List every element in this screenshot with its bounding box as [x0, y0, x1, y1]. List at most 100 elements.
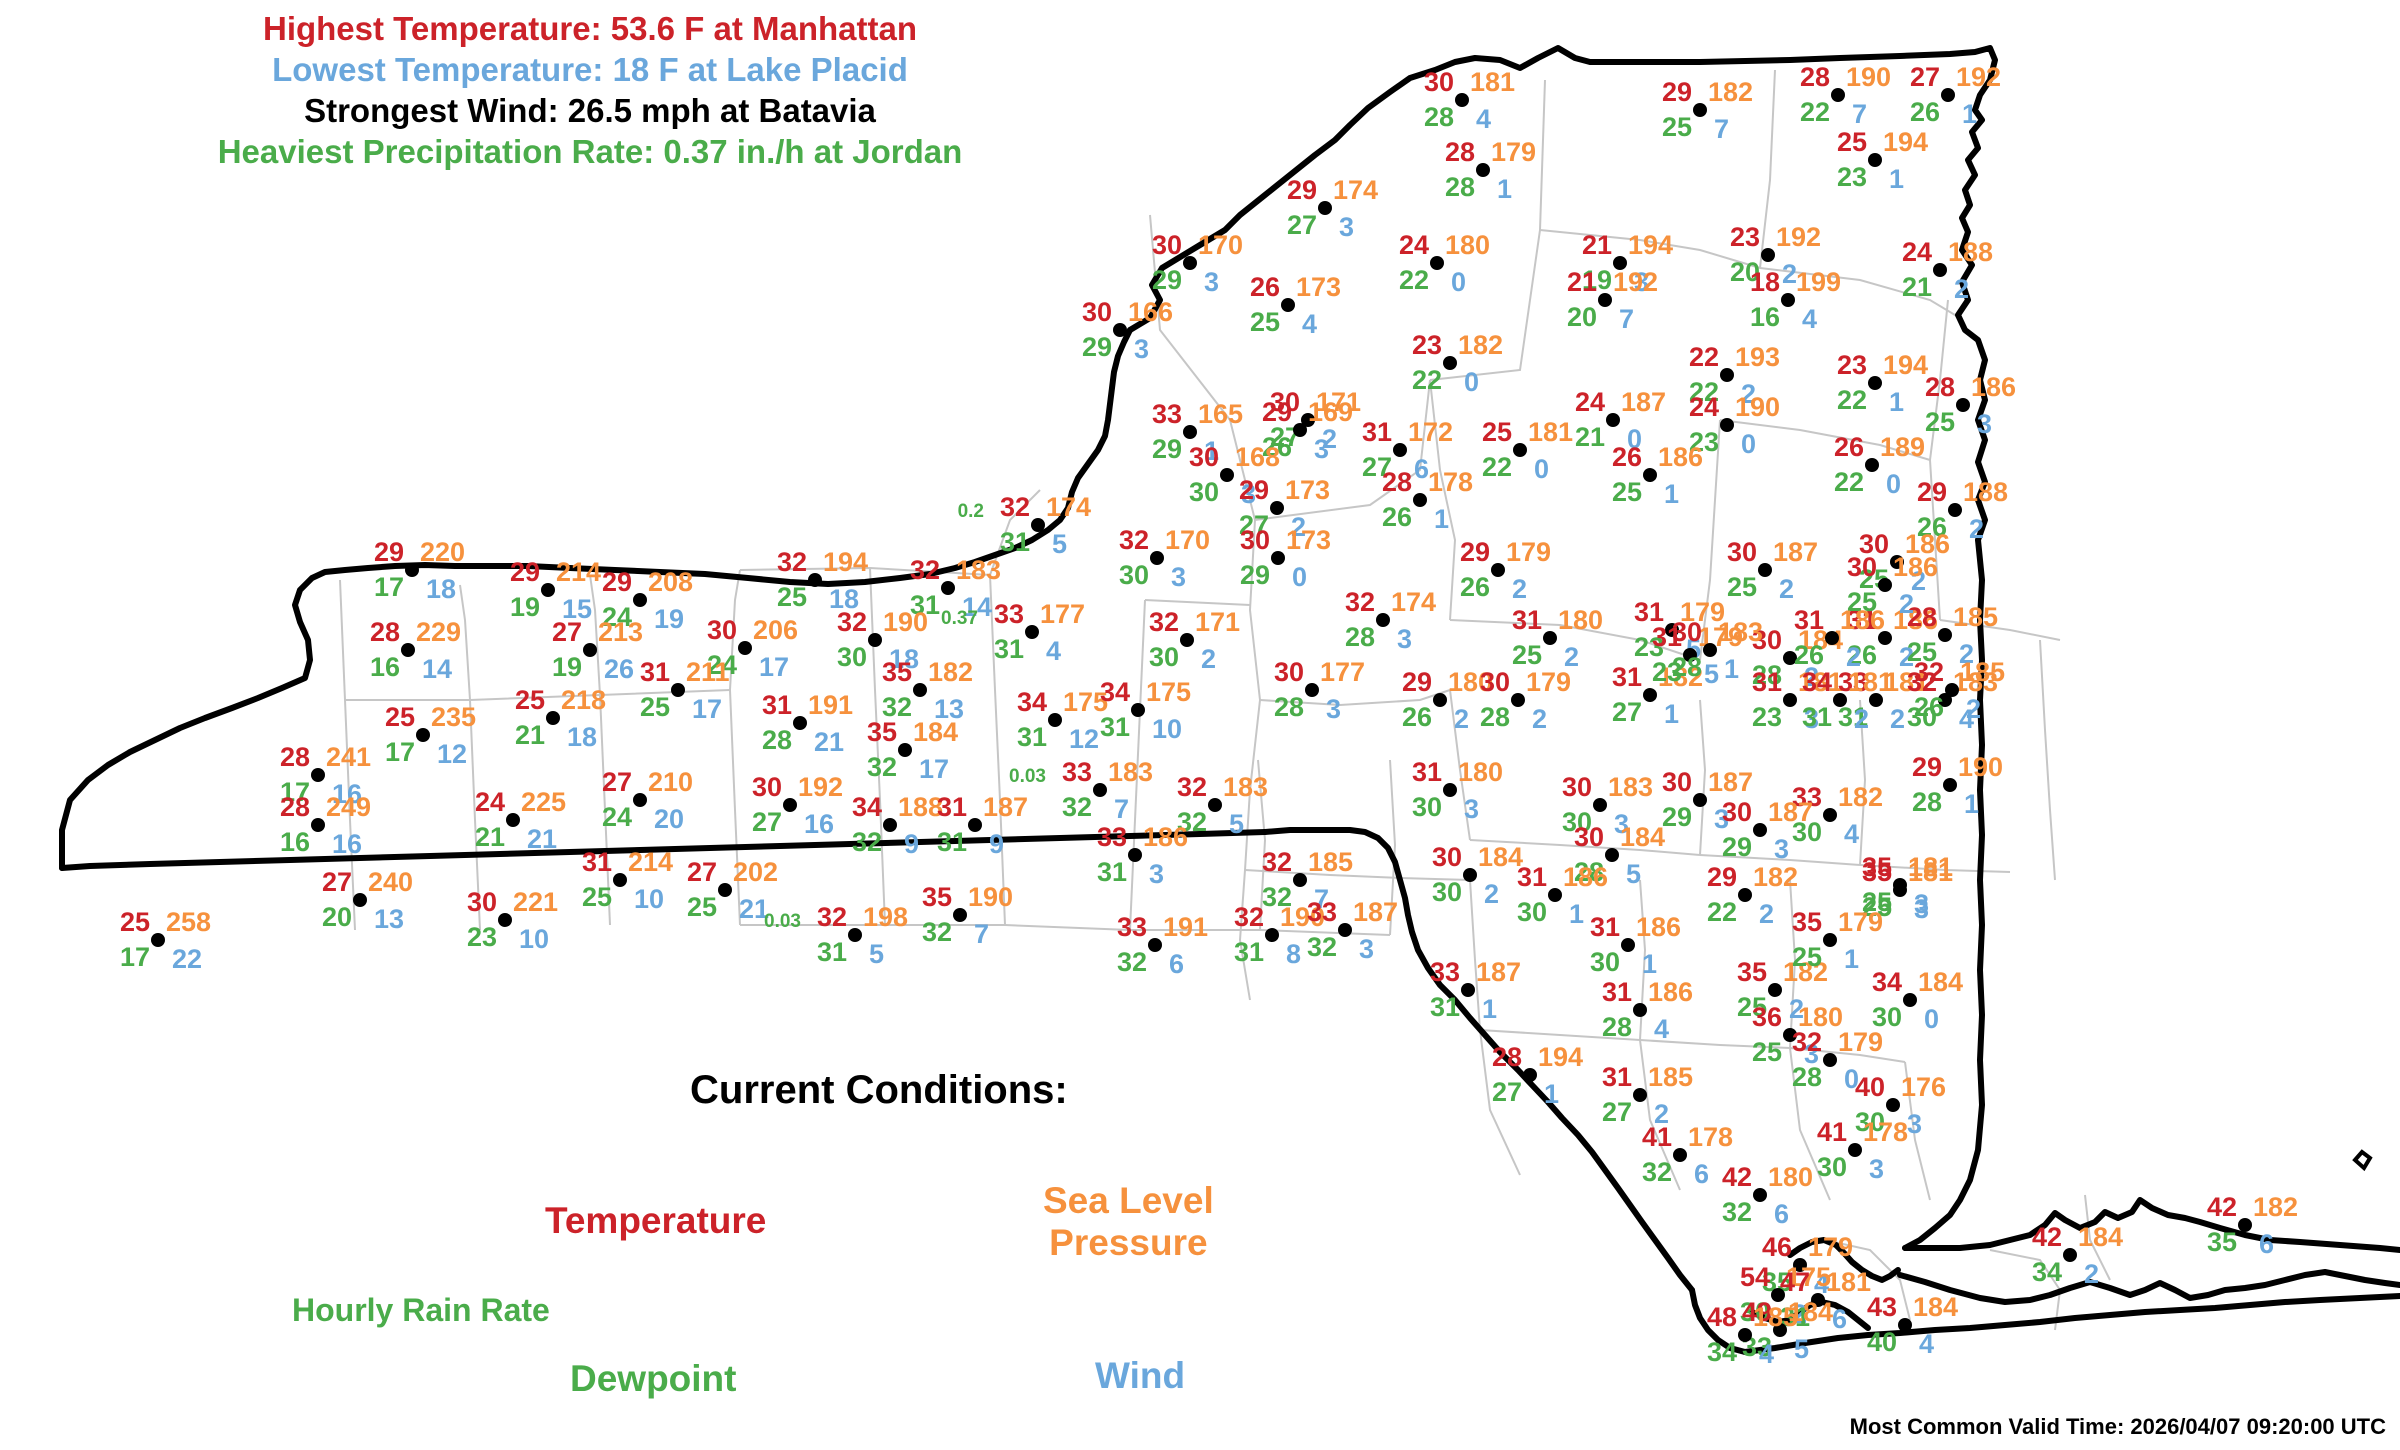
station-sea-level-pressure: 182 — [928, 657, 974, 687]
station-sea-level-pressure: 176 — [1901, 1072, 1947, 1102]
station-temperature: 29 — [601, 567, 632, 597]
station-temperature: 35 — [1791, 907, 1822, 937]
station-marker-dot — [848, 928, 862, 942]
station-dewpoint: 28 — [761, 725, 792, 755]
station-sea-level-pressure: 187 — [1773, 537, 1819, 567]
station-dewpoint: 27 — [1611, 697, 1642, 727]
station-temperature: 31 — [1589, 912, 1620, 942]
station-sea-level-pressure: 175 — [1786, 1262, 1832, 1292]
station-marker-dot — [416, 728, 430, 742]
station-temperature: 25 — [1481, 417, 1512, 447]
station-temperature: 46 — [1761, 1232, 1792, 1262]
station-dewpoint: 22 — [1836, 385, 1867, 415]
station-dewpoint: 25 — [686, 892, 717, 922]
station-wind: 0 — [1886, 469, 1902, 499]
station-dewpoint: 29 — [1721, 832, 1752, 862]
station-dewpoint: 25 — [1861, 887, 1892, 917]
station-marker-dot — [151, 933, 165, 947]
station-sea-level-pressure: 194 — [1628, 230, 1674, 260]
station-temperature: 31 — [1793, 605, 1824, 635]
station-wind: 6 — [1414, 454, 1430, 484]
station-wind: 2 — [1532, 704, 1548, 734]
station-wind: 12 — [1069, 724, 1100, 754]
station-marker-dot — [1463, 868, 1477, 882]
station-marker-dot — [793, 716, 807, 730]
station-dewpoint: 30 — [1188, 477, 1219, 507]
station-sea-level-pressure: 172 — [1408, 417, 1454, 447]
station-temperature: 31 — [639, 657, 670, 687]
station-temperature: 30 — [1188, 442, 1219, 472]
station-marker-dot — [1768, 983, 1782, 997]
station-temperature: 25 — [384, 702, 415, 732]
station-wind: 2 — [1966, 694, 1982, 724]
station-sea-level-pressure: 180 — [1445, 230, 1491, 260]
station-sea-level-pressure: 220 — [420, 537, 466, 567]
station-temperature: 33 — [1306, 897, 1337, 927]
station-dewpoint: 16 — [369, 652, 400, 682]
station-marker-dot — [1293, 423, 1307, 437]
station-temperature: 30 — [751, 772, 782, 802]
station-temperature: 30 — [1573, 822, 1604, 852]
station-sea-level-pressure: 186 — [1143, 822, 1189, 852]
station-wind: 3 — [1397, 624, 1413, 654]
station-marker-dot — [1301, 413, 1315, 427]
station-sea-level-pressure: 180 — [1448, 667, 1494, 697]
station-marker-dot — [1823, 808, 1837, 822]
station-marker-dot — [1903, 993, 1917, 1007]
station-marker-dot — [808, 573, 822, 587]
station-wind: 3 — [1869, 1154, 1885, 1184]
station-dewpoint: 31 — [993, 634, 1024, 664]
station-wind: 12 — [437, 739, 468, 769]
station-rain-rate: 0.03 — [764, 911, 801, 932]
station-wind: 1 — [1434, 504, 1450, 534]
station-sea-level-pressure: 184 — [1620, 822, 1666, 852]
station-temperature: 25 — [119, 907, 150, 937]
station-dewpoint: 31 — [816, 937, 847, 967]
station-dewpoint: 25 — [1736, 992, 1767, 1022]
station-dewpoint: 25 — [639, 692, 670, 722]
station-temperature: 35 — [866, 717, 897, 747]
station-marker-dot — [401, 643, 415, 657]
station-dewpoint: 31 — [1837, 702, 1868, 732]
station-marker-dot — [883, 818, 897, 832]
station-dewpoint: 31 — [1099, 712, 1130, 742]
station-sea-level-pressure: 178 — [1428, 467, 1474, 497]
station-temperature: 32 — [1344, 587, 1375, 617]
station-marker-dot — [1811, 1293, 1825, 1307]
station-wind: 3 — [1804, 704, 1820, 734]
station-sea-level-pressure: 180 — [1458, 757, 1504, 787]
station-dewpoint: 27 — [1238, 510, 1269, 540]
station-marker-dot — [1938, 628, 1952, 642]
station-marker-dot — [1783, 1028, 1797, 1042]
station-marker-dot — [1783, 651, 1797, 665]
station-dewpoint: 34 — [2031, 1257, 2062, 1287]
station-wind: 16 — [332, 829, 363, 859]
station-temperature: 30 — [1423, 67, 1454, 97]
station-marker-dot — [1720, 418, 1734, 432]
station-temperature: 32 — [816, 902, 847, 932]
station-temperature: 24 — [474, 787, 505, 817]
station-wind: 6 — [1774, 1199, 1790, 1229]
station-marker-dot — [718, 883, 732, 897]
station-temperature: 25 — [514, 685, 545, 715]
station-sea-level-pressure: 182 — [1783, 957, 1829, 987]
station-temperature: 31 — [1361, 417, 1392, 447]
station-marker-dot — [1598, 293, 1612, 307]
station-temperature: 31 — [1751, 667, 1782, 697]
station-dewpoint: 28 — [1273, 692, 1304, 722]
station-dewpoint: 21 — [1901, 272, 1932, 302]
station-temperature: 28 — [1444, 137, 1475, 167]
station-wind: 13 — [934, 694, 965, 724]
station-sea-level-pressure: 190 — [883, 607, 929, 637]
station-dewpoint: 27 — [1286, 210, 1317, 240]
station-marker-dot — [1848, 1143, 1862, 1157]
station-sea-level-pressure: 179 — [1838, 1027, 1884, 1057]
station-wind: 20 — [654, 804, 685, 834]
station-dewpoint: 27 — [1361, 452, 1392, 482]
station-dewpoint: 40 — [1866, 1327, 1897, 1357]
station-sea-level-pressure: 185 — [1308, 847, 1354, 877]
station-temperature: 28 — [369, 617, 400, 647]
station-temperature: 24 — [1574, 387, 1605, 417]
station-wind: 8 — [1286, 939, 1302, 969]
